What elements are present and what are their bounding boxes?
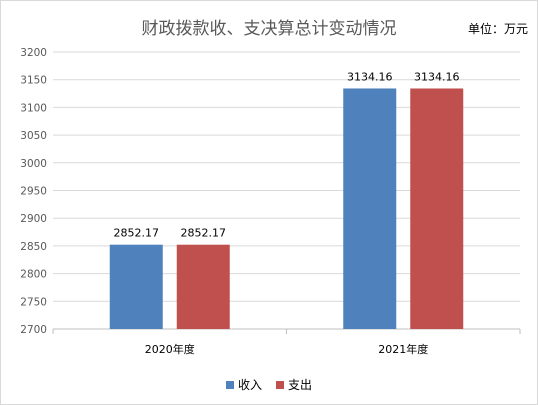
bar-expense <box>410 88 464 329</box>
y-tick-label: 2850 <box>20 241 47 253</box>
y-tick-label: 2700 <box>20 324 47 336</box>
data-label: 3134.16 <box>347 70 393 83</box>
y-tick-label: 3200 <box>20 47 47 59</box>
legend-swatch-expense <box>276 380 284 389</box>
x-axis-categories: 2020年度 2021年度 <box>145 342 429 356</box>
x-category-label: 2021年度 <box>378 342 428 356</box>
legend-label-income: 收入 <box>237 378 262 392</box>
legend-swatch-income <box>225 380 234 389</box>
legend-item-expense: 支出 <box>276 376 312 393</box>
bars <box>109 88 464 329</box>
y-tick-label: 2950 <box>20 186 47 198</box>
legend-item-income: 收入 <box>225 376 262 393</box>
y-tick-label: 2800 <box>20 269 47 281</box>
unit-label: 单位：万元 <box>467 22 528 36</box>
y-tick-label: 2900 <box>20 213 47 225</box>
y-tick-label: 3050 <box>20 130 47 142</box>
bar-expense <box>176 244 230 329</box>
bar-income <box>343 88 397 329</box>
y-tick-label: 2750 <box>20 296 47 308</box>
data-label: 2852.17 <box>181 227 227 240</box>
bar-income <box>109 244 163 329</box>
data-labels: 2852.17 2852.17 3134.16 3134.16 <box>114 70 460 239</box>
y-tick-label: 3000 <box>20 158 47 170</box>
data-label: 2852.17 <box>114 227 160 240</box>
legend-label-expense: 支出 <box>288 378 313 392</box>
chart-title: 财政拨款收、支决算总计变动情况 <box>141 19 397 39</box>
data-label: 3134.16 <box>414 70 460 83</box>
legend: 收入 支出 <box>0 376 538 393</box>
y-axis-ticks: 2700 2750 2800 2850 2900 2950 3000 3050 3100 3150… <box>20 47 47 336</box>
y-tick-label: 3150 <box>20 75 47 87</box>
y-tick-label: 3100 <box>20 102 47 114</box>
x-category-label: 2020年度 <box>145 342 195 356</box>
